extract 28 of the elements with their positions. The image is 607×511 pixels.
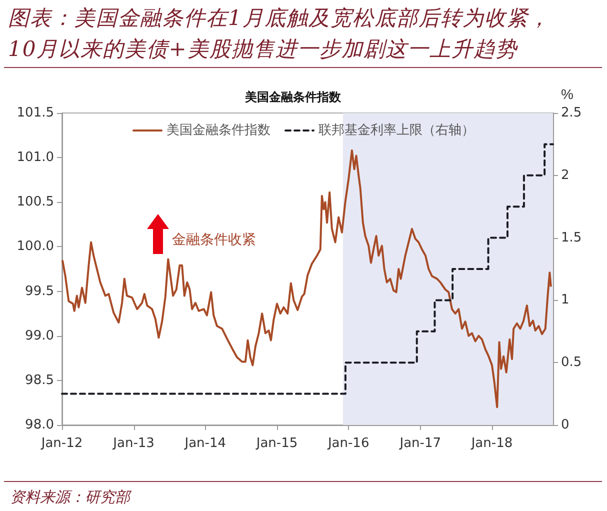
y-tick-label: 99.5 bbox=[25, 284, 54, 299]
x-tick-label: Jan-17 bbox=[398, 436, 442, 451]
x-tick-label: Jan-16 bbox=[326, 436, 370, 451]
y2-tick-label: 1.5 bbox=[561, 230, 582, 246]
y2-axis-title: % bbox=[561, 86, 574, 102]
text: 资料来源：研究部 bbox=[10, 488, 130, 507]
chart-subtitle: 美国金融条件指数 bbox=[244, 90, 342, 104]
y-tick-label: 100.5 bbox=[16, 194, 54, 210]
legend-label: 美国金融条件指数 bbox=[166, 122, 270, 138]
chart-title: 图表：美国金融条件在1月底触及宽松底部后转为收紧，10月以来的美债+美股抛售进一步加剧这一上升趋势 bbox=[8, 5, 552, 63]
x-tick-label: Jan-14 bbox=[184, 436, 226, 451]
x-tick-label: Jan-13 bbox=[112, 436, 154, 451]
x-tick-label: Jan-15 bbox=[255, 436, 298, 451]
y-tick-label: 101.5 bbox=[16, 106, 54, 120]
y2-tick-label: 0.5 bbox=[561, 355, 582, 370]
y2-tick-label: 2.5 bbox=[561, 106, 582, 120]
legend-label: 联邦基金利率上限（右轴） bbox=[318, 122, 474, 138]
x-tick-label: Jan-12 bbox=[40, 436, 83, 451]
y2-tick-label: 1 bbox=[561, 292, 570, 308]
x-tick-label: Jan-18 bbox=[470, 436, 513, 451]
y2-tick-label: 2 bbox=[561, 168, 570, 183]
y2-tick-label: 0 bbox=[561, 418, 570, 432]
y-tick-label: 98.0 bbox=[25, 418, 54, 432]
y-tick-label: 99.0 bbox=[25, 328, 54, 344]
y-tick-label: 100.0 bbox=[16, 239, 54, 254]
annotation: 金融条件收紧 bbox=[172, 231, 256, 249]
y-tick-label: 101.0 bbox=[16, 150, 54, 166]
y-tick-label: 98.5 bbox=[25, 372, 54, 388]
